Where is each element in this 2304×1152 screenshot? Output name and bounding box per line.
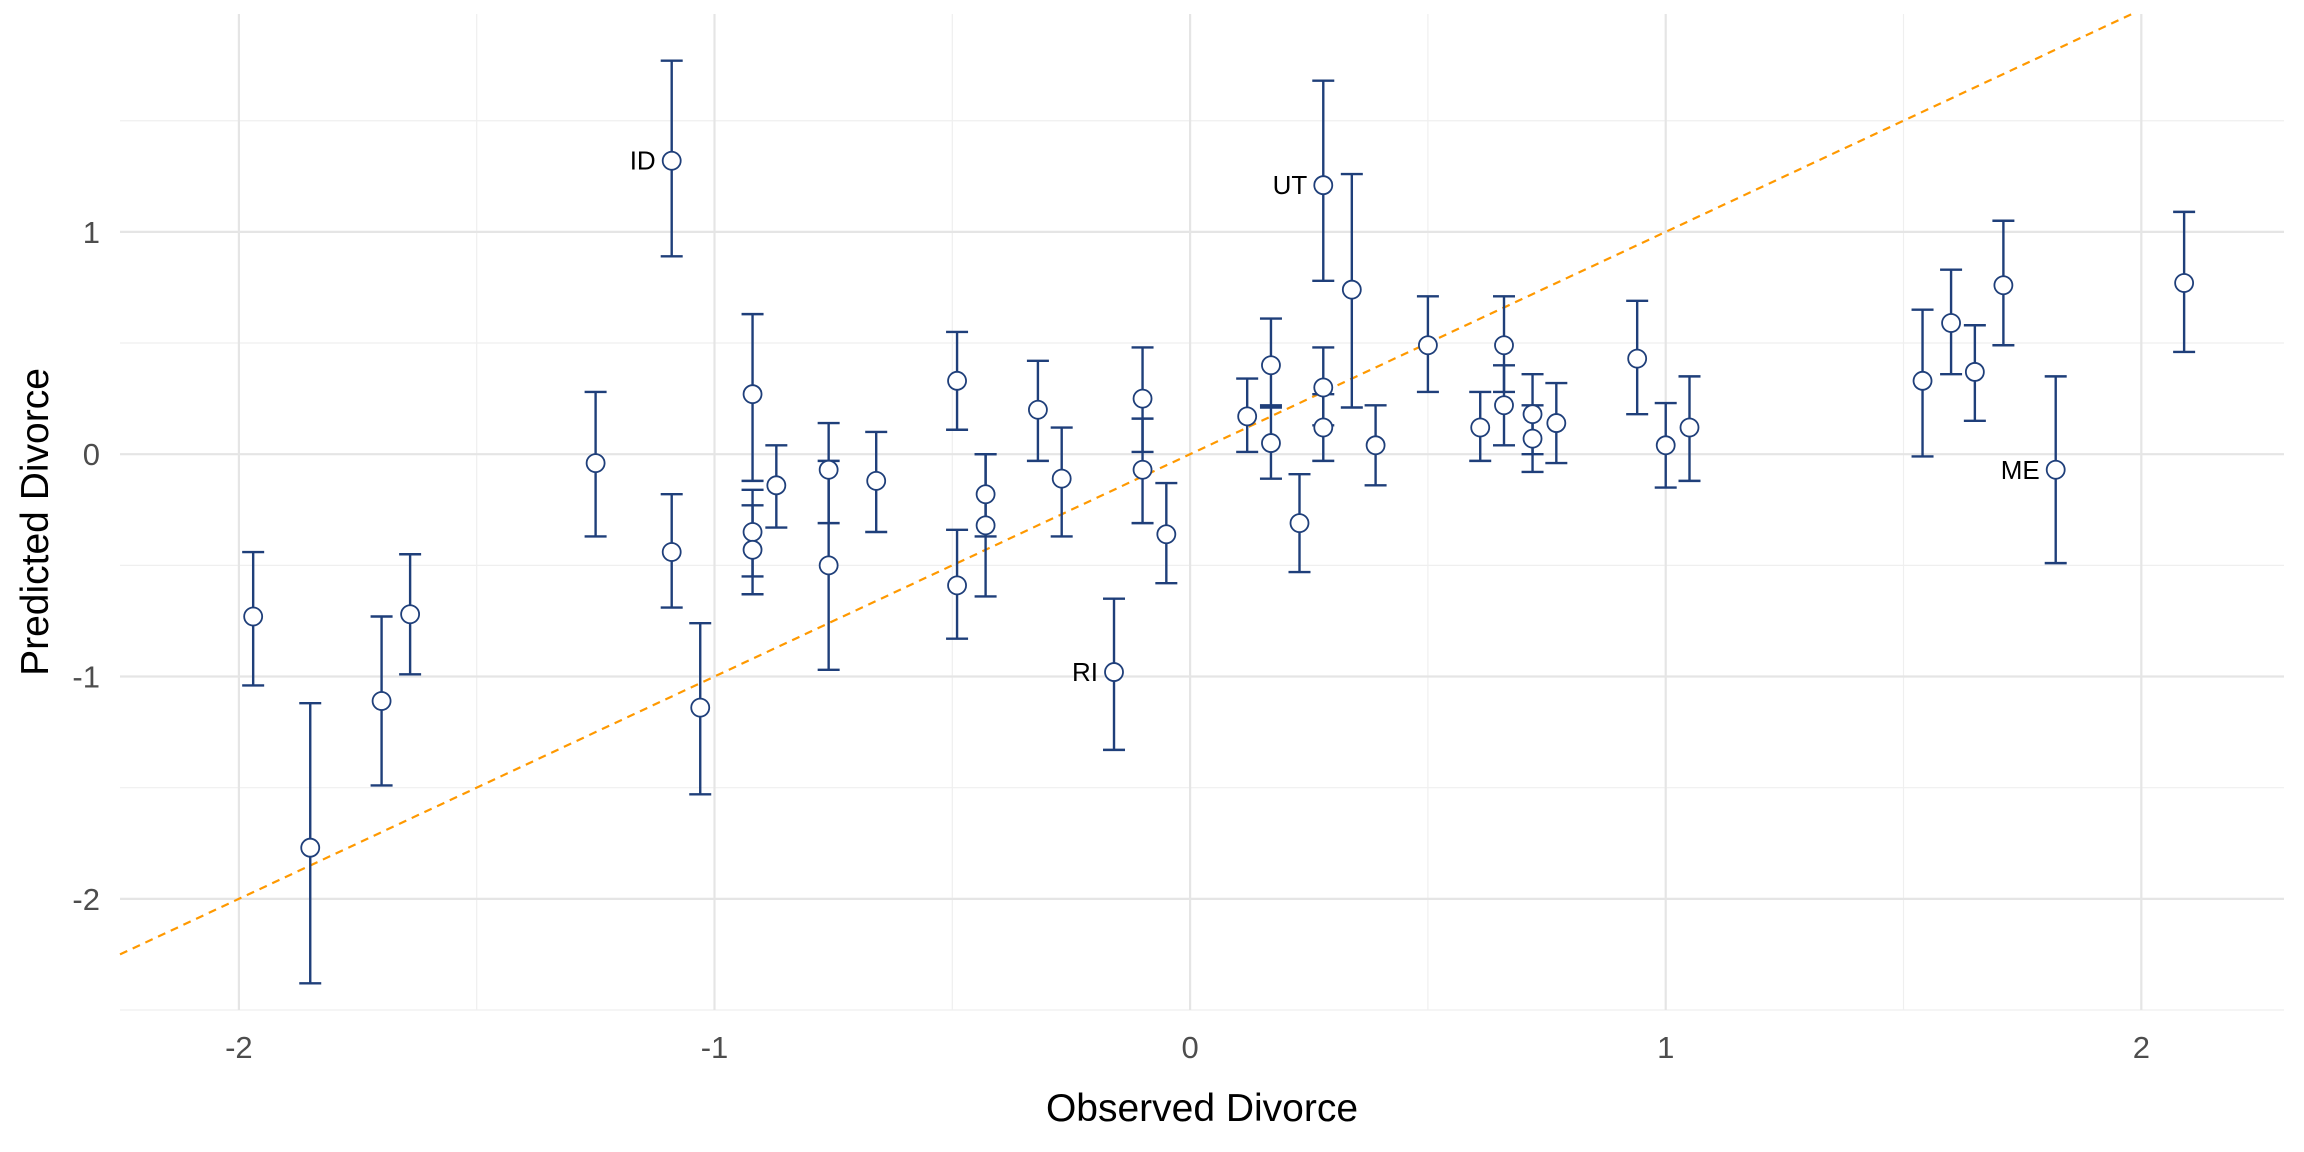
data-point [975,484,996,505]
data-point [866,470,887,491]
x-tick-label: 0 [1181,1030,1198,1065]
data-point [1494,335,1514,356]
x-tick-label: 1 [1657,1030,1674,1065]
data-point [1313,377,1334,398]
data-point [1028,399,1048,420]
data-point [975,515,996,536]
x-tick-label: -2 [225,1030,253,1065]
data-point [1941,313,1961,333]
data-point [1522,404,1543,425]
data-point [1313,417,1334,438]
data-point [1341,279,1362,300]
y-axis-title: Predicted Divorce [14,368,57,676]
data-point [1912,370,1933,391]
x-tick-label: -1 [701,1030,729,1065]
reference-line [119,13,2133,956]
data-point [1132,388,1153,409]
data-point [1313,175,1334,196]
data-point [1418,335,1438,356]
point-label: ME [2001,455,2040,485]
data-point [766,475,787,496]
data-point [742,522,763,542]
data-point [1237,406,1258,427]
y-axis-ticks: -2 -1 0 1 [72,215,100,917]
data-point [947,370,967,391]
data-point [2045,459,2066,480]
data-point [400,604,421,625]
grid [120,14,2284,1011]
data-point [1993,275,2014,296]
data-point [1289,513,1310,534]
data-point [1104,662,1124,682]
data-point [1261,433,1281,453]
data-point [300,837,321,858]
point-label: UT [1273,170,1308,200]
reference-line-group [119,13,2133,956]
data-point [818,555,839,576]
data-point [1494,395,1514,416]
data-point [690,697,711,718]
data-point [243,606,264,627]
point-label: ID [630,146,656,176]
data-point [661,150,682,171]
data-point [818,459,839,480]
data-point [1655,435,1676,456]
y-tick-label: 0 [83,437,100,472]
y-tick-label: 1 [83,215,100,250]
data-point [1261,355,1281,376]
data-point [1964,362,1985,382]
data-point [2174,273,2195,293]
x-tick-label: 2 [2133,1030,2150,1065]
data-point [1522,428,1543,449]
data-point [742,384,763,405]
data-point [947,575,967,596]
data-points [243,150,2195,858]
point-labels: ID RI UT ME [630,146,2040,687]
data-point [1156,524,1177,545]
data-point [742,539,763,560]
data-point [1051,468,1072,489]
y-tick-label: -2 [72,882,100,917]
x-axis-title: Observed Divorce [1046,1087,1358,1130]
data-point [1627,348,1648,369]
data-point [1470,417,1491,438]
data-point [1679,417,1700,438]
point-label: RI [1072,657,1098,687]
data-point [661,542,682,562]
data-point [371,691,392,711]
data-point [1132,459,1153,480]
data-point [1546,413,1567,433]
y-tick-label: -1 [72,660,100,695]
data-point [1365,435,1386,456]
data-point [585,453,606,473]
error-bars [242,59,2196,985]
x-axis-ticks: -2 -1 0 1 2 [225,1030,2150,1065]
